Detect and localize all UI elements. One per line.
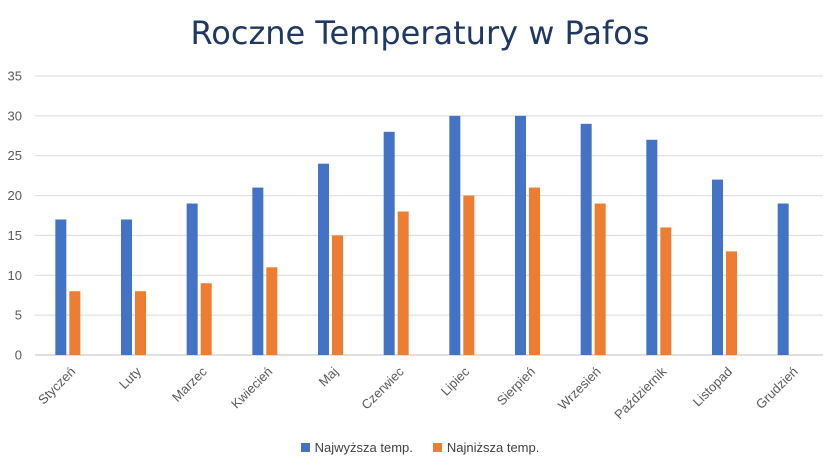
- x-tick-label: Luty: [116, 364, 144, 392]
- bar-max-3: [186, 203, 198, 355]
- x-tick-label: Listopad: [690, 364, 735, 409]
- x-tick-label: Sierpień: [494, 364, 538, 408]
- bar-min-6: [397, 211, 409, 355]
- y-tick-label: 10: [8, 268, 22, 283]
- bar-max-7: [449, 115, 461, 355]
- bar-min-2: [135, 291, 146, 355]
- bar-max-6: [383, 131, 395, 355]
- y-tick-label: 35: [8, 69, 22, 84]
- legend-label-min: Najniższa temp.: [446, 440, 540, 455]
- bar-min-1: [69, 291, 81, 355]
- bar-min-5: [332, 235, 343, 355]
- y-tick-label: 0: [15, 348, 22, 363]
- legend: Najwyższa temp. Najniższa temp.: [0, 440, 840, 455]
- legend-item-max: Najwyższa temp.: [300, 440, 413, 455]
- x-tick-label: Czerwiec: [358, 364, 407, 413]
- y-tick-label: 15: [8, 228, 22, 243]
- bar-min-8: [529, 187, 540, 355]
- bar-min-11: [726, 251, 737, 355]
- bar-min-9: [594, 203, 606, 355]
- y-tick-label: 20: [8, 188, 22, 203]
- bar-max-12: [777, 203, 789, 355]
- x-tick-label: Styczeń: [35, 364, 78, 407]
- bar-max-10: [646, 139, 658, 355]
- x-axis-ticks: Styczeń Luty Marzec Kwiecień Maj Czerwiec Lipi…: [35, 364, 801, 422]
- legend-swatch-min: [432, 443, 442, 452]
- bar-min-7: [463, 195, 475, 355]
- x-tick-label: Maj: [316, 364, 341, 389]
- gridlines: [35, 75, 823, 356]
- x-tick-label: Wrzesień: [555, 364, 604, 413]
- bar-max-9: [580, 123, 592, 355]
- x-tick-label: Grudzień: [753, 364, 801, 412]
- bar-min-3: [200, 283, 212, 355]
- bar-min-4: [266, 267, 278, 355]
- bar-max-2: [121, 219, 132, 355]
- bar-max-11: [712, 179, 723, 355]
- bar-max-1: [55, 219, 67, 355]
- x-tick-label: Lipiec: [438, 364, 473, 399]
- legend-swatch-max: [300, 443, 310, 452]
- bar-max-4: [252, 187, 264, 355]
- y-tick-label: 25: [8, 148, 22, 163]
- y-axis-ticks: 0 5 10 15 20 25 30 35: [8, 69, 22, 363]
- bar-max-8: [515, 115, 526, 355]
- x-tick-label: Kwiecień: [228, 364, 275, 411]
- bars: [55, 115, 789, 355]
- y-tick-label: 30: [8, 108, 22, 123]
- legend-label-max: Najwyższa temp.: [314, 440, 413, 455]
- chart-title: Roczne Temperatury w Pafos: [190, 14, 650, 52]
- legend-item-min: Najniższa temp.: [432, 440, 540, 455]
- x-tick-label: Październik: [611, 364, 669, 422]
- x-tick-label: Marzec: [169, 364, 210, 405]
- bar-min-10: [660, 227, 672, 355]
- y-tick-label: 5: [15, 308, 22, 323]
- bar-max-5: [318, 163, 329, 355]
